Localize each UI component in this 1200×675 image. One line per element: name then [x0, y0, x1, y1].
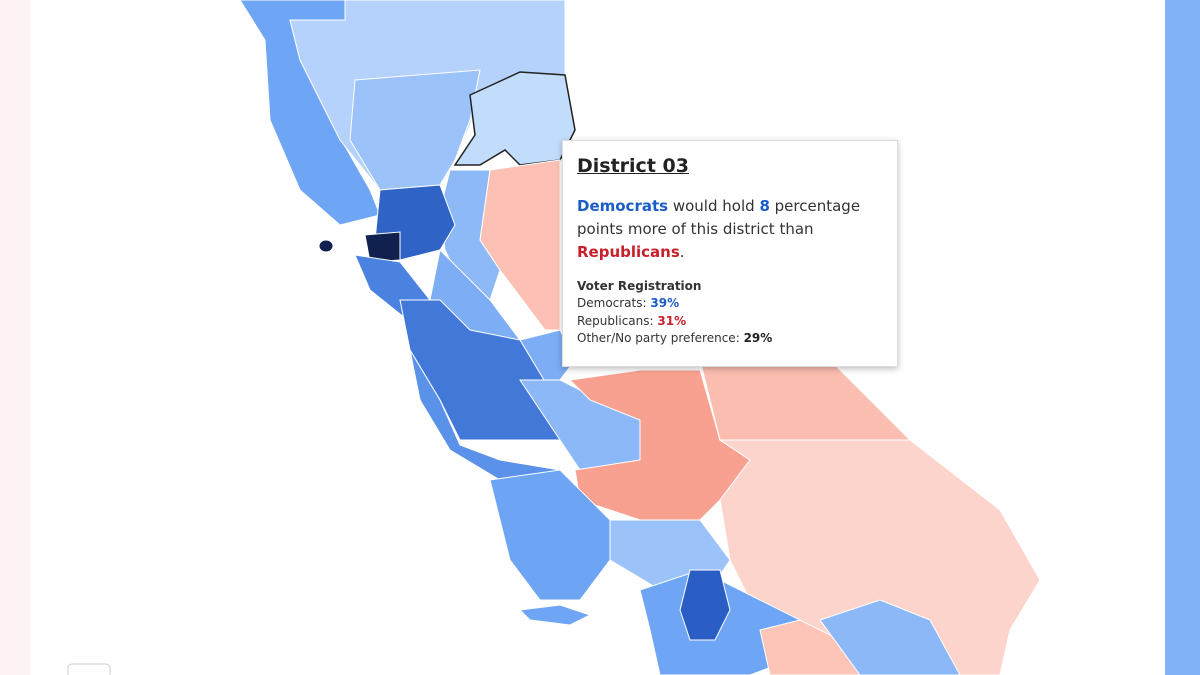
tooltip: District 03 Democrats would hold 8 perce… — [562, 140, 898, 367]
island — [518, 604, 592, 626]
value: 29% — [743, 331, 773, 345]
district-selected — [453, 71, 576, 166]
left-edge — [0, 0, 30, 675]
value: 39% — [650, 296, 680, 310]
island — [318, 239, 334, 253]
text: . — [679, 243, 685, 261]
label: Other/No party preference: — [577, 331, 740, 345]
district — [364, 231, 401, 263]
registration-row: Other/No party preference: 29% — [577, 330, 883, 348]
district — [718, 439, 1041, 675]
label: Republicans: — [577, 313, 654, 328]
party: Republicans — [577, 243, 680, 261]
district — [819, 599, 961, 675]
value: 31% — [657, 313, 687, 328]
zoom-button[interactable] — [67, 663, 111, 675]
districts — [239, 0, 1041, 675]
district — [349, 69, 481, 191]
registration-row: Democrats: 39% — [577, 295, 883, 313]
right-edge — [1165, 0, 1200, 675]
text: would hold — [672, 197, 755, 215]
district — [479, 159, 561, 331]
label: Democrats: — [577, 296, 647, 310]
district — [489, 469, 611, 601]
district — [679, 569, 731, 641]
registration-heading: Voter Registration — [577, 279, 702, 293]
tooltip-title: District 03 — [577, 155, 689, 177]
text: percentage points more of this district … — [577, 197, 861, 238]
registration-row: Republicans: 31% — [577, 313, 883, 331]
party: Democrats — [577, 197, 669, 215]
margin: 8 — [759, 197, 770, 215]
district — [699, 359, 912, 441]
tooltip-summary: Democrats would hold 8 percentage points… — [577, 195, 883, 264]
